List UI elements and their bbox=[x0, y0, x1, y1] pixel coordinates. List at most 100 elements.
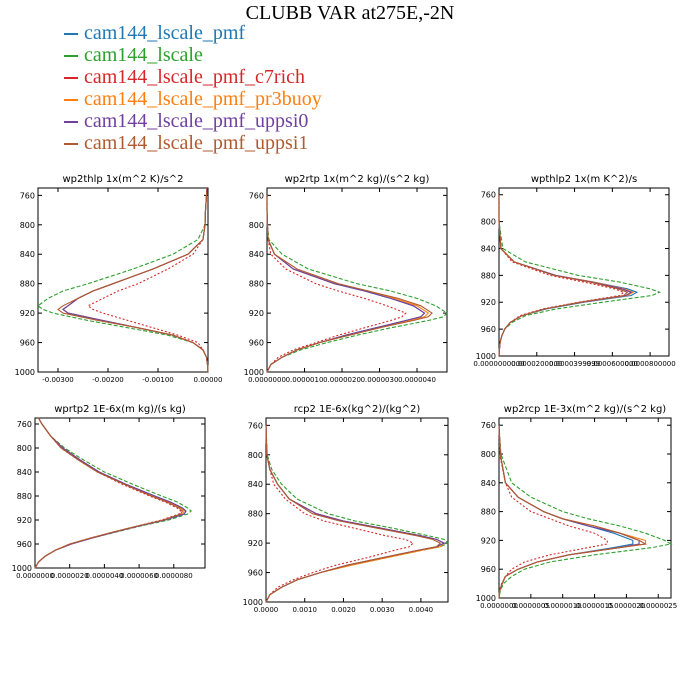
y-tick-label: 960 bbox=[248, 569, 263, 578]
x-tick-label: 0.0000015 bbox=[576, 602, 614, 610]
y-tick-label: 1000 bbox=[12, 564, 32, 573]
legend-label: cam144_lscale bbox=[84, 44, 203, 66]
plot-frame bbox=[498, 187, 670, 357]
y-tick-label: 920 bbox=[481, 298, 496, 307]
legend-swatch bbox=[64, 99, 78, 102]
x-tick-label: 0.0000020 bbox=[323, 376, 361, 384]
legend-label: cam144_lscale_pmf_uppsi0 bbox=[84, 110, 309, 132]
y-tick-label: 800 bbox=[20, 221, 35, 230]
x-tick-label: 0.0000025 bbox=[639, 602, 677, 610]
series-line bbox=[57, 187, 209, 373]
legend: cam144_lscale_pmf cam144_lscale cam144_l… bbox=[64, 22, 322, 154]
series-line bbox=[265, 425, 442, 603]
y-tick-label: 960 bbox=[481, 565, 496, 574]
y-tick-label: 800 bbox=[481, 218, 496, 227]
y-tick-label: 840 bbox=[249, 250, 264, 259]
series-line bbox=[498, 425, 608, 599]
y-tick-label: 760 bbox=[249, 191, 264, 200]
y-tick-label: 880 bbox=[248, 510, 263, 519]
y-tick-label: 880 bbox=[17, 492, 32, 501]
x-tick-label: 0.0020 bbox=[331, 606, 356, 614]
y-tick-label: 1000 bbox=[243, 598, 263, 607]
series-line bbox=[62, 187, 209, 373]
x-tick-label: 0.0000399999 bbox=[549, 360, 600, 368]
legend-item: cam144_lscale_pmf_uppsi1 bbox=[64, 132, 322, 154]
y-tick-label: 800 bbox=[249, 221, 264, 230]
y-tick-label: 760 bbox=[481, 421, 496, 430]
x-tick-label: 0.0000600000 bbox=[587, 360, 638, 368]
chart-title: rcp2 1E-6x(kg^2)/(kg^2) bbox=[294, 404, 421, 415]
y-tick-label: 800 bbox=[17, 444, 32, 453]
series-line bbox=[34, 417, 187, 569]
series-line bbox=[498, 194, 633, 357]
x-tick-label: 0.0040 bbox=[409, 606, 434, 614]
y-tick-label: 760 bbox=[481, 191, 496, 200]
y-tick-label: 1000 bbox=[476, 594, 496, 603]
legend-item: cam144_lscale_pmf_pr3buoy bbox=[64, 88, 322, 110]
x-tick-label: 0.0030 bbox=[370, 606, 395, 614]
series-line bbox=[265, 425, 446, 603]
y-tick-label: 840 bbox=[248, 480, 263, 489]
y-tick-label: 920 bbox=[17, 516, 32, 525]
series-line bbox=[265, 425, 446, 603]
plot-frame bbox=[37, 187, 209, 373]
series-line bbox=[498, 194, 662, 357]
x-tick-label: 0.0000060 bbox=[120, 572, 158, 580]
series-line bbox=[34, 417, 192, 569]
series-line bbox=[498, 425, 673, 599]
chart-title: wprtp2 1E-6x(m kg)/(s kg) bbox=[54, 404, 186, 415]
y-tick-label: 840 bbox=[481, 244, 496, 253]
chart-panel: wprtp2 1E-6x(m kg)/(s kg) 760 800 840 880 920… bbox=[12, 404, 206, 580]
chart-title: wp2thlp 1x(m^2 K)/s^2 bbox=[62, 174, 183, 185]
legend-label: cam144_lscale_pmf_c7rich bbox=[84, 66, 306, 88]
y-tick-label: 1000 bbox=[476, 352, 496, 361]
legend-label: cam144_lscale_pmf_pr3buoy bbox=[84, 88, 322, 110]
series-line bbox=[62, 187, 209, 373]
legend-label: cam144_lscale_pmf bbox=[84, 22, 246, 44]
y-tick-label: 880 bbox=[20, 280, 35, 289]
legend-item: cam144_lscale bbox=[64, 44, 322, 66]
chart-panel: wp2rcp 1E-3x(m^2 kg)/(s^2 kg) 760 800 840 88… bbox=[476, 404, 678, 610]
y-tick-label: 1000 bbox=[15, 368, 35, 377]
chart-panel: wpthlp2 1x(m K^2)/s 760 800 840 880 920 960 100… bbox=[473, 174, 675, 368]
chart-title: wpthlp2 1x(m K^2)/s bbox=[531, 174, 637, 185]
plot-frame bbox=[265, 417, 449, 603]
x-tick-label: 0.0000005 bbox=[512, 602, 550, 610]
plot-frame bbox=[266, 187, 448, 373]
legend-item: cam144_lscale_pmf_uppsi0 bbox=[64, 110, 322, 132]
series-line bbox=[34, 417, 187, 569]
x-tick-label: 0.0000200000 bbox=[511, 360, 562, 368]
series-line bbox=[34, 417, 182, 569]
series-line bbox=[498, 194, 635, 357]
legend-item: cam144_lscale_pmf_c7rich bbox=[64, 66, 322, 88]
x-tick-label: 0.0000080 bbox=[155, 572, 193, 580]
x-tick-label: 0.0000030 bbox=[361, 376, 399, 384]
chart-title: wp2rtp 1x(m^2 kg)/(s^2 kg) bbox=[285, 174, 430, 185]
chart-panel: wp2thlp 1x(m^2 K)/s^2 760 800 840 880 920 960 1… bbox=[15, 174, 223, 384]
x-tick-label: 0.0010 bbox=[292, 606, 317, 614]
legend-swatch bbox=[64, 143, 78, 146]
x-tick-label: 0.0000010 bbox=[544, 602, 582, 610]
y-tick-label: 920 bbox=[248, 539, 263, 548]
series-line bbox=[498, 425, 648, 599]
x-tick-label: 0.0000040 bbox=[398, 376, 436, 384]
legend-swatch bbox=[64, 121, 78, 124]
series-line bbox=[62, 187, 209, 373]
series-line bbox=[498, 425, 647, 599]
y-tick-label: 840 bbox=[481, 479, 496, 488]
y-tick-label: 880 bbox=[249, 280, 264, 289]
y-tick-label: 960 bbox=[17, 540, 32, 549]
y-tick-label: 800 bbox=[481, 450, 496, 459]
x-tick-label: 0.0000 bbox=[254, 606, 279, 614]
series-line bbox=[37, 187, 209, 373]
y-tick-label: 1000 bbox=[244, 368, 264, 377]
series-line bbox=[498, 194, 625, 357]
series-line bbox=[265, 425, 415, 603]
series-line bbox=[86, 187, 209, 373]
chart-title: wp2rcp 1E-3x(m^2 kg)/(s^2 kg) bbox=[504, 404, 667, 415]
y-tick-label: 800 bbox=[248, 451, 263, 460]
series-line bbox=[266, 195, 433, 373]
x-tick-label: 0.0000040 bbox=[85, 572, 123, 580]
y-tick-label: 880 bbox=[481, 508, 496, 517]
